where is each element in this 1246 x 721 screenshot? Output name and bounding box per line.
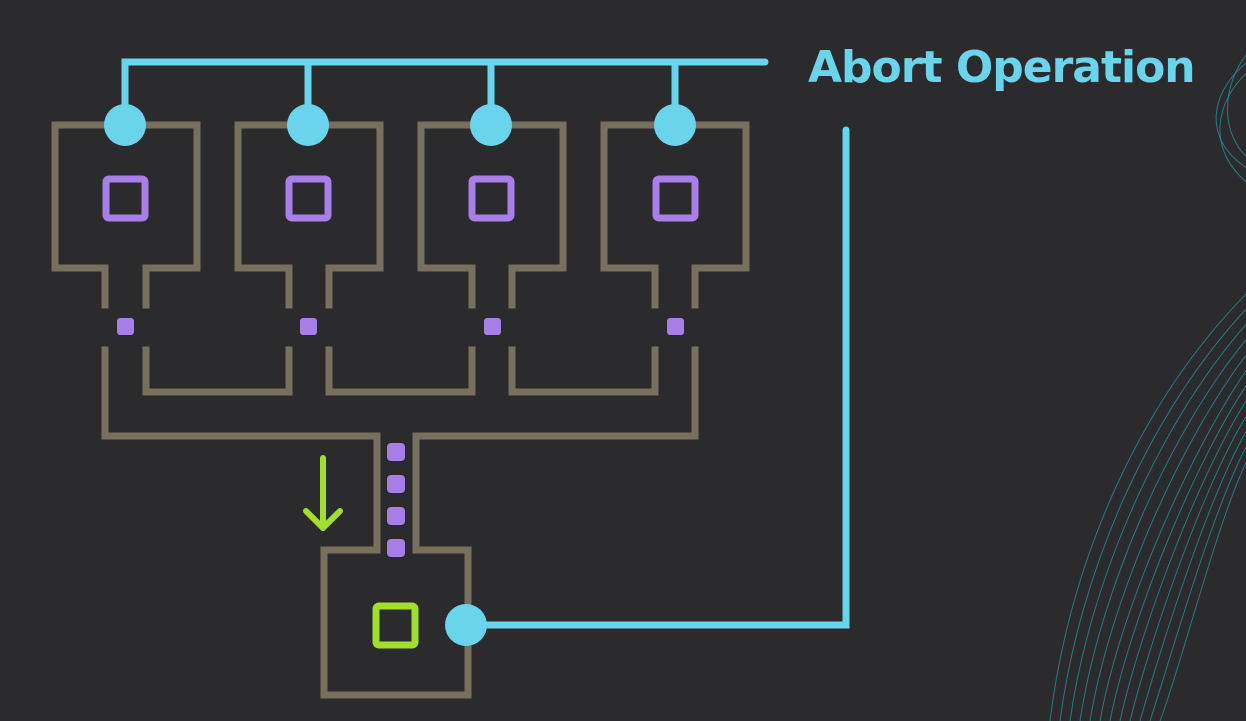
arrow-down-icon [303, 455, 343, 531]
worker-4-item-dot [667, 318, 684, 335]
queue-item-dot [387, 507, 405, 525]
output-abort-node [445, 604, 487, 646]
worker-3-abort-node [470, 104, 512, 146]
worker-1-abort-node [104, 104, 146, 146]
abort-return-wire [462, 126, 850, 629]
queue-item-dot [387, 539, 405, 557]
output-square-icon [372, 602, 419, 649]
worker-2-square-icon [285, 175, 332, 222]
worker-3-item-dot [484, 318, 501, 335]
worker-4-abort-node [654, 104, 696, 146]
channel-queue [387, 443, 405, 557]
queue-item-dot [387, 475, 405, 493]
worker-3-square-icon [468, 175, 515, 222]
output-box [320, 546, 472, 699]
merge-channel [101, 346, 699, 554]
worker-2-abort-node [287, 104, 329, 146]
diagram-title: Abort Operation [808, 42, 1195, 93]
worker-2-item-dot [300, 318, 317, 335]
worker-4-square-icon [652, 175, 699, 222]
worker-1-item-dot [117, 318, 134, 335]
background-swirl [1049, 54, 1246, 721]
queue-item-dot [387, 443, 405, 461]
worker-1-square-icon [102, 175, 149, 222]
